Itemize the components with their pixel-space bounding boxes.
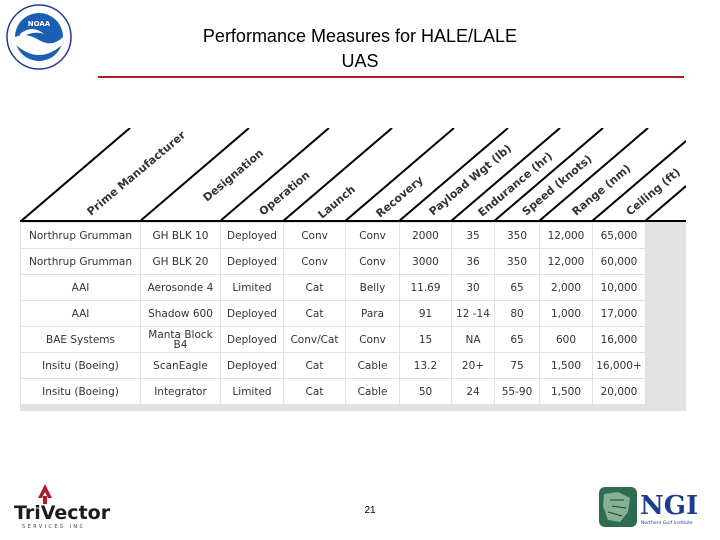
cell-range: 1,000 [539, 300, 593, 327]
cell-range: 2,000 [539, 274, 593, 301]
svg-text:NGI: NGI [640, 491, 698, 521]
noaa-logo: NOAA [6, 4, 72, 70]
cell-operation: Deployed [220, 222, 284, 249]
cell-payload: 50 [399, 378, 452, 405]
slide-title-line1: Performance Measures for HALE/LALE [202, 26, 518, 46]
cell-manufacturer: AAI [20, 274, 141, 301]
table-row: BAE Systems Manta Block B4 Deployed Conv… [20, 326, 646, 353]
cell-operation: Deployed [220, 300, 284, 327]
data-table: Northrup Grumman GH BLK 10 Deployed Conv… [20, 222, 646, 405]
cell-range: 600 [539, 326, 593, 353]
trivector-logo: TriVector SERVICES INC [14, 484, 111, 530]
table-row: Northrup Grumman GH BLK 10 Deployed Conv… [20, 222, 646, 249]
cell-endurance: 35 [451, 222, 495, 249]
cell-speed: 350 [494, 222, 540, 249]
cell-recovery: Conv [345, 326, 400, 353]
page-number: 21 [364, 505, 376, 516]
cell-endurance: 20+ [451, 352, 495, 379]
cell-manufacturer: Northrup Grumman [20, 248, 141, 275]
cell-recovery: Para [345, 300, 400, 327]
cell-manufacturer: Insitu (Boeing) [20, 378, 141, 405]
cell-speed: 65 [494, 326, 540, 353]
cell-operation: Limited [220, 378, 284, 405]
cell-launch: Conv [283, 222, 346, 249]
cell-payload: 3000 [399, 248, 452, 275]
svg-text:NOAA: NOAA [28, 20, 51, 28]
cell-designation: Aerosonde 4 [140, 274, 221, 301]
cell-range: 1,500 [539, 378, 593, 405]
cell-ceiling: 20,000 [592, 378, 646, 405]
cell-ceiling: 16,000 [592, 326, 646, 353]
table-header: Prime Manufacturer Designation Operation… [20, 128, 686, 223]
cell-designation: GH BLK 10 [140, 222, 221, 249]
cell-payload: 11.69 [399, 274, 452, 301]
cell-recovery: Cable [345, 378, 400, 405]
table-row: AAI Aerosonde 4 Limited Cat Belly 11.69 … [20, 274, 646, 301]
cell-operation: Deployed [220, 248, 284, 275]
cell-operation: Limited [220, 274, 284, 301]
cell-recovery: Conv [345, 222, 400, 249]
cell-recovery: Cable [345, 352, 400, 379]
ngi-logo: NGI Northern Gulf Institute [599, 487, 698, 527]
cell-manufacturer: AAI [20, 300, 141, 327]
cell-range: 12,000 [539, 248, 593, 275]
cell-operation: Deployed [220, 326, 284, 353]
cell-endurance: 36 [451, 248, 495, 275]
cell-launch: Cat [283, 300, 346, 327]
svg-text:SERVICES INC: SERVICES INC [22, 524, 85, 530]
title-divider [98, 76, 684, 78]
svg-text:TriVector: TriVector [14, 502, 111, 524]
cell-designation: GH BLK 20 [140, 248, 221, 275]
performance-table: Prime Manufacturer Designation Operation… [20, 128, 686, 411]
cell-recovery: Conv [345, 248, 400, 275]
cell-recovery: Belly [345, 274, 400, 301]
cell-launch: Cat [283, 352, 346, 379]
cell-speed: 75 [494, 352, 540, 379]
cell-payload: 13.2 [399, 352, 452, 379]
cell-launch: Conv [283, 248, 346, 275]
cell-launch: Conv/Cat [283, 326, 346, 353]
svg-text:Northern Gulf Institute: Northern Gulf Institute [641, 520, 693, 526]
cell-speed: 55-90 [494, 378, 540, 405]
table-row: AAI Shadow 600 Deployed Cat Para 91 12 -… [20, 300, 646, 327]
cell-endurance: 24 [451, 378, 495, 405]
cell-launch: Cat [283, 274, 346, 301]
table-row: Insitu (Boeing) Integrator Limited Cat C… [20, 378, 646, 405]
cell-manufacturer: Northrup Grumman [20, 222, 141, 249]
table-row: Insitu (Boeing) ScanEagle Deployed Cat C… [20, 352, 646, 379]
cell-ceiling: 16,000+ [592, 352, 646, 379]
cell-payload: 15 [399, 326, 452, 353]
cell-endurance: 12 -14 [451, 300, 495, 327]
cell-designation: Manta Block B4 [140, 326, 221, 353]
cell-range: 12,000 [539, 222, 593, 249]
cell-designation: Integrator [140, 378, 221, 405]
cell-launch: Cat [283, 378, 346, 405]
cell-manufacturer: BAE Systems [20, 326, 141, 353]
cell-speed: 350 [494, 248, 540, 275]
cell-range: 1,500 [539, 352, 593, 379]
cell-ceiling: 65,000 [592, 222, 646, 249]
cell-operation: Deployed [220, 352, 284, 379]
cell-ceiling: 10,000 [592, 274, 646, 301]
cell-endurance: 30 [451, 274, 495, 301]
slide-title-line2: UAS [341, 51, 379, 71]
cell-endurance: NA [451, 326, 495, 353]
cell-payload: 2000 [399, 222, 452, 249]
cell-speed: 65 [494, 274, 540, 301]
slide-title: Performance Measures for HALE/LALE UAS [140, 24, 580, 74]
cell-ceiling: 17,000 [592, 300, 646, 327]
cell-designation: Shadow 600 [140, 300, 221, 327]
table-row: Northrup Grumman GH BLK 20 Deployed Conv… [20, 248, 646, 275]
cell-designation: ScanEagle [140, 352, 221, 379]
cell-payload: 91 [399, 300, 452, 327]
cell-speed: 80 [494, 300, 540, 327]
cell-manufacturer: Insitu (Boeing) [20, 352, 141, 379]
cell-ceiling: 60,000 [592, 248, 646, 275]
